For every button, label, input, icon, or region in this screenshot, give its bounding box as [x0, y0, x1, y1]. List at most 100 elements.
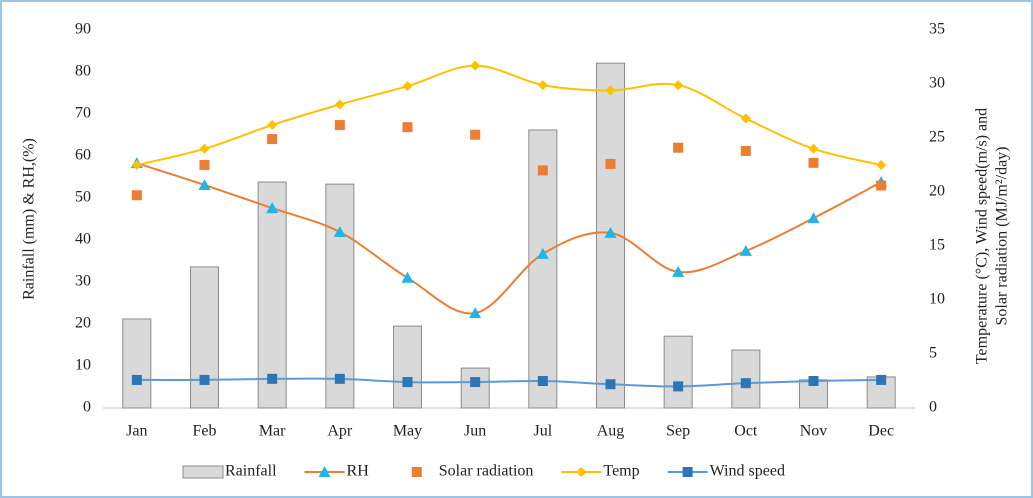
legend-marker: [411, 467, 422, 477]
marker: [739, 244, 752, 256]
x-tick-label: Jun: [464, 423, 486, 440]
legend-marker: [318, 466, 331, 477]
marker: [198, 178, 211, 190]
marker: [402, 377, 413, 388]
y-tick-label: 30: [75, 273, 91, 290]
y-axis-label: Rainfall (mm) & RH,(%): [21, 138, 38, 300]
x-tick-label: Feb: [193, 423, 217, 440]
bar: [528, 129, 558, 409]
marker: [673, 142, 684, 153]
bar: [663, 335, 693, 409]
marker: [470, 129, 481, 140]
marker: [334, 99, 345, 110]
marker: [470, 60, 481, 71]
marker: [605, 379, 616, 390]
y2-axis-label: Solar radiation (MJ/m²/day): [994, 147, 1011, 326]
marker: [604, 226, 617, 238]
marker: [334, 373, 345, 384]
marker: [673, 381, 684, 392]
marker: [469, 307, 482, 319]
legend-label: RH: [347, 463, 370, 480]
y-tick-label: 50: [75, 189, 91, 206]
marker: [199, 160, 210, 170]
y2-tick-label: 5: [929, 345, 937, 362]
legend-marker: [682, 467, 693, 477]
bar: [393, 325, 422, 409]
y2-tick-label: 20: [929, 183, 945, 200]
y-tick-label: 90: [75, 21, 91, 38]
marker: [673, 80, 684, 91]
y-tick-label: 80: [75, 63, 91, 80]
y-tick-label: 40: [75, 231, 91, 248]
marker: [672, 265, 685, 277]
y2-tick-label: 25: [929, 129, 945, 146]
y2-tick-label: 0: [929, 399, 937, 416]
line: [136, 377, 882, 388]
marker: [266, 202, 279, 214]
marker: [131, 190, 142, 201]
bar: [257, 181, 287, 409]
bar: [190, 266, 219, 409]
marker: [131, 374, 142, 385]
marker: [808, 157, 819, 168]
marker: [605, 158, 616, 169]
marker: [267, 373, 278, 384]
x-tick-label: May: [393, 423, 422, 440]
bar: [325, 183, 355, 409]
y-tick-label: 60: [75, 147, 91, 164]
marker: [876, 160, 887, 170]
marker: [740, 378, 751, 389]
marker: [808, 143, 819, 154]
x-tick-label: Mar: [259, 423, 286, 440]
x-tick-label: Jan: [126, 423, 147, 440]
marker: [131, 160, 142, 170]
legend-swatch: [182, 465, 224, 479]
marker: [605, 85, 616, 96]
marker: [470, 377, 481, 388]
marker: [199, 374, 210, 385]
marker: [740, 145, 751, 156]
marker: [537, 80, 548, 91]
y2-tick-label: 10: [929, 291, 945, 308]
marker: [740, 113, 751, 124]
x-tick-label: Apr: [327, 423, 353, 440]
line: [136, 64, 882, 166]
legend-label: Wind speed: [710, 463, 785, 480]
marker: [402, 81, 413, 92]
marker: [401, 271, 414, 283]
y-tick-label: 20: [75, 315, 91, 332]
x-tick-label: Sep: [666, 423, 690, 440]
bar: [122, 318, 152, 409]
marker: [334, 120, 345, 131]
y2-tick-label: 35: [929, 21, 945, 38]
x-tick-label: Oct: [734, 423, 758, 440]
legend-label: Solar radiation: [439, 463, 534, 480]
x-tick-label: Dec: [868, 423, 894, 440]
marker: [537, 376, 548, 386]
legend-label: Rainfall: [225, 463, 277, 480]
marker: [536, 247, 549, 259]
y2-tick-label: 15: [929, 237, 945, 254]
y-tick-label: 10: [75, 357, 91, 374]
marker: [876, 374, 887, 385]
x-tick-label: Nov: [800, 423, 828, 440]
x-tick-label: Jul: [533, 423, 552, 440]
marker: [199, 143, 210, 154]
marker: [537, 165, 548, 176]
marker: [267, 120, 278, 131]
marker: [267, 134, 278, 145]
y2-tick-label: 30: [929, 75, 945, 92]
y-tick-label: 0: [83, 399, 91, 416]
bar: [460, 367, 490, 409]
marker: [876, 180, 887, 191]
legend-marker: [576, 467, 587, 477]
legend-label: Temp: [603, 463, 639, 480]
marker: [333, 226, 346, 238]
y2-axis-label: Temperature (°C), Wind speed(m/s) and: [974, 108, 991, 364]
marker: [808, 376, 819, 386]
marker: [402, 122, 413, 133]
x-tick-label: Aug: [597, 423, 625, 440]
marker: [807, 212, 820, 224]
